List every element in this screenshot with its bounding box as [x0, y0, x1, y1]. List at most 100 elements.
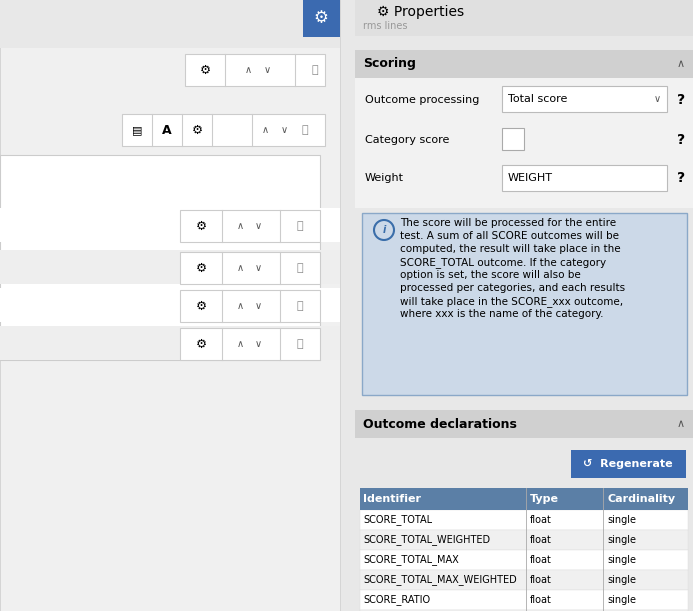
Bar	[0, 155, 320, 360]
Bar	[355, 78, 693, 208]
Bar	[360, 570, 688, 590]
Bar	[502, 128, 524, 150]
Bar	[0, 0, 340, 611]
Text: computed, the result will take place in the: computed, the result will take place in …	[400, 244, 621, 254]
Bar	[303, 0, 340, 37]
Text: ⚙: ⚙	[195, 219, 207, 233]
Text: Weight: Weight	[365, 173, 404, 183]
Text: rms lines: rms lines	[363, 21, 407, 31]
Bar	[0, 0, 340, 48]
Text: float: float	[530, 515, 552, 525]
Text: single: single	[607, 515, 636, 525]
Text: ?: ?	[677, 171, 685, 185]
Text: single: single	[607, 555, 636, 565]
Bar	[502, 165, 667, 191]
Text: ?: ?	[677, 133, 685, 147]
Bar	[0, 208, 340, 242]
Text: 🗑: 🗑	[297, 263, 304, 273]
Bar	[360, 590, 688, 610]
Text: ∧: ∧	[236, 301, 243, 311]
Text: ∧: ∧	[245, 65, 252, 75]
Text: ∧: ∧	[236, 263, 243, 273]
Text: SCORE_TOTAL: SCORE_TOTAL	[363, 514, 432, 525]
Text: Identifier: Identifier	[363, 494, 421, 504]
Bar	[502, 86, 667, 112]
Text: ⚙: ⚙	[195, 299, 207, 312]
Text: will take place in the SCORE_xxx outcome,: will take place in the SCORE_xxx outcome…	[400, 296, 623, 307]
Text: 🗑: 🗑	[301, 125, 308, 135]
Text: option is set, the score will also be: option is set, the score will also be	[400, 270, 581, 280]
Text: ⚙: ⚙	[195, 262, 207, 274]
Text: single: single	[607, 595, 636, 605]
Text: ∨: ∨	[254, 339, 261, 349]
Text: ∨: ∨	[254, 221, 261, 231]
Text: Outcome declarations: Outcome declarations	[363, 417, 517, 431]
Bar	[122, 114, 325, 146]
Bar	[571, 450, 686, 478]
Text: SCORE_TOTAL_WEIGHTED: SCORE_TOTAL_WEIGHTED	[363, 535, 490, 546]
Text: ▤: ▤	[132, 125, 142, 135]
Text: processed per categories, and each results: processed per categories, and each resul…	[400, 283, 625, 293]
Text: ∧: ∧	[261, 125, 269, 135]
Bar	[180, 328, 320, 360]
Text: ∧: ∧	[677, 59, 685, 69]
Text: 🗑: 🗑	[297, 339, 304, 349]
Text: SCORE_TOTAL_MAX: SCORE_TOTAL_MAX	[363, 555, 459, 565]
Bar	[360, 610, 688, 611]
Text: Total score: Total score	[508, 94, 568, 104]
Bar	[355, 410, 693, 438]
Bar	[355, 0, 693, 36]
Text: ⚙: ⚙	[200, 64, 211, 76]
Bar	[360, 510, 688, 530]
Text: ∧: ∧	[677, 419, 685, 429]
Text: ∨: ∨	[254, 301, 261, 311]
Text: ∧: ∧	[236, 221, 243, 231]
Text: ⚙ Properties: ⚙ Properties	[377, 5, 464, 19]
Bar	[180, 252, 320, 284]
Text: test. A sum of all SCORE outcomes will be: test. A sum of all SCORE outcomes will b…	[400, 231, 619, 241]
Bar	[185, 54, 325, 86]
Text: Outcome processing: Outcome processing	[365, 95, 480, 105]
Text: SCORE_TOTAL outcome. If the category: SCORE_TOTAL outcome. If the category	[400, 257, 606, 268]
Text: Cardinality: Cardinality	[607, 494, 675, 504]
Text: A: A	[162, 123, 172, 136]
Bar	[180, 290, 320, 322]
Bar	[360, 488, 688, 510]
Text: ⚙: ⚙	[195, 337, 207, 351]
Bar	[355, 0, 693, 611]
Text: float: float	[530, 535, 552, 545]
Text: ∨: ∨	[653, 94, 660, 104]
Text: 🗑: 🗑	[297, 221, 304, 231]
Text: ∨: ∨	[263, 65, 270, 75]
Text: ⚙: ⚙	[313, 9, 328, 27]
Text: float: float	[530, 575, 552, 585]
Text: 🗑: 🗑	[312, 65, 318, 75]
Text: 🗑: 🗑	[297, 301, 304, 311]
Bar	[362, 213, 687, 395]
Bar	[0, 250, 340, 284]
Text: ∨: ∨	[281, 125, 288, 135]
Text: WEIGHT: WEIGHT	[508, 173, 553, 183]
Bar	[0, 288, 340, 322]
Text: Type: Type	[530, 494, 559, 504]
Text: Scoring: Scoring	[363, 57, 416, 70]
Text: single: single	[607, 535, 636, 545]
Bar	[180, 210, 320, 242]
Text: The score will be processed for the entire: The score will be processed for the enti…	[400, 218, 616, 228]
Text: float: float	[530, 555, 552, 565]
Text: float: float	[530, 595, 552, 605]
Bar	[360, 550, 688, 570]
Text: Category score: Category score	[365, 135, 449, 145]
Text: SCORE_TOTAL_MAX_WEIGHTED: SCORE_TOTAL_MAX_WEIGHTED	[363, 574, 517, 585]
Text: where xxx is the name of the category.: where xxx is the name of the category.	[400, 309, 604, 319]
Text: ⚙: ⚙	[191, 123, 202, 136]
Bar	[360, 530, 688, 550]
Text: ?: ?	[677, 93, 685, 107]
Bar	[355, 50, 693, 78]
Text: i: i	[383, 225, 386, 235]
Text: ↺  Regenerate: ↺ Regenerate	[584, 459, 673, 469]
Text: single: single	[607, 575, 636, 585]
Bar	[0, 326, 340, 360]
Text: ∨: ∨	[254, 263, 261, 273]
Text: SCORE_RATIO: SCORE_RATIO	[363, 595, 430, 606]
